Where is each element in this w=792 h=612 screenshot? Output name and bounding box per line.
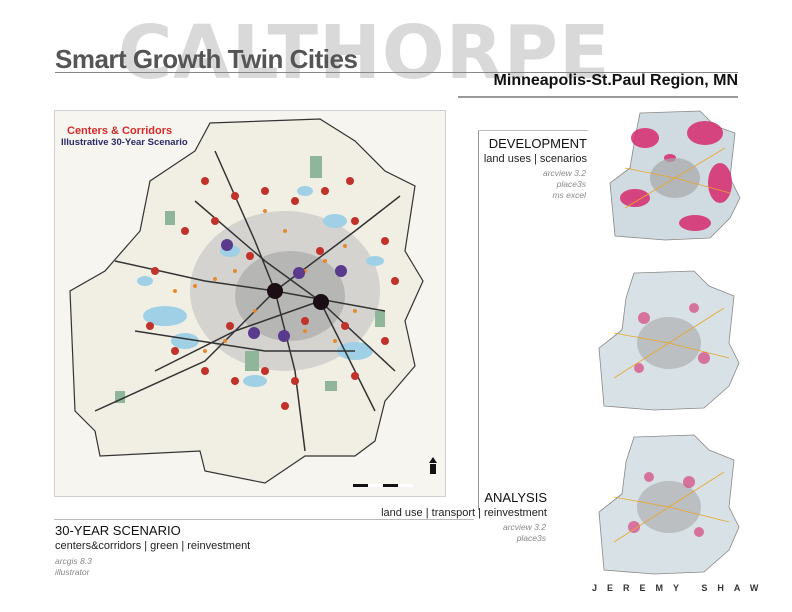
- scenario-tool-1: arcgis 8.3: [55, 556, 92, 566]
- centers-downtown: [267, 283, 329, 310]
- highways: [94, 150, 401, 452]
- analysis-thumbnail-map-2: [598, 434, 740, 575]
- title-rule: [55, 72, 738, 73]
- development-subheading: land uses | scenarios: [483, 153, 587, 165]
- map-subtitle: Illustrative 30-Year Scenario: [61, 137, 188, 148]
- north-arrow: [429, 457, 437, 474]
- page-title: Smart Growth Twin Cities: [55, 44, 358, 74]
- development-rule-vertical: [478, 130, 479, 510]
- green-areas: [115, 156, 385, 403]
- scenario-tool-2: illustrator: [55, 567, 90, 577]
- scenario-subheading: centers&corridors | green | reinvestment: [55, 540, 251, 552]
- development-thumbnail-map: [609, 110, 741, 241]
- subtitle-rule: [458, 96, 738, 98]
- map-title: Centers & Corridors: [67, 125, 173, 137]
- scenario-heading: 30-YEAR SCENARIO: [55, 523, 181, 538]
- watermark-text: CALTHORPE: [118, 10, 611, 96]
- urban-core: [235, 251, 345, 341]
- development-rule-horizontal: [478, 130, 588, 131]
- centers-purple: [221, 239, 347, 342]
- main-map-graphic: [69, 118, 437, 487]
- development-tool-3: ms excel: [552, 190, 586, 200]
- corridor-stops: [173, 209, 357, 353]
- analysis-thumbnail-map-1: [598, 270, 740, 411]
- centers-red: [146, 177, 399, 410]
- analysis-tool-2: place3s: [516, 533, 546, 543]
- analysis-subheading: land use | transport | reinvestment: [381, 507, 547, 519]
- development-heading: DEVELOPMENT: [488, 136, 587, 151]
- scenario-rule: [54, 519, 474, 520]
- development-tool-1: arcview 3.2: [543, 168, 586, 178]
- scale-bar: [353, 484, 413, 487]
- analysis-tool-1: arcview 3.2: [503, 522, 546, 532]
- page-subtitle: Minneapolis-St.Paul Region, MN: [493, 72, 738, 89]
- author-name: JEREMY SHAW: [592, 583, 769, 593]
- analysis-heading: ANALYSIS: [484, 490, 547, 505]
- main-map: Centers & Corridors Illustrative 30-Year…: [54, 110, 446, 497]
- development-tool-2: place3s: [556, 179, 586, 189]
